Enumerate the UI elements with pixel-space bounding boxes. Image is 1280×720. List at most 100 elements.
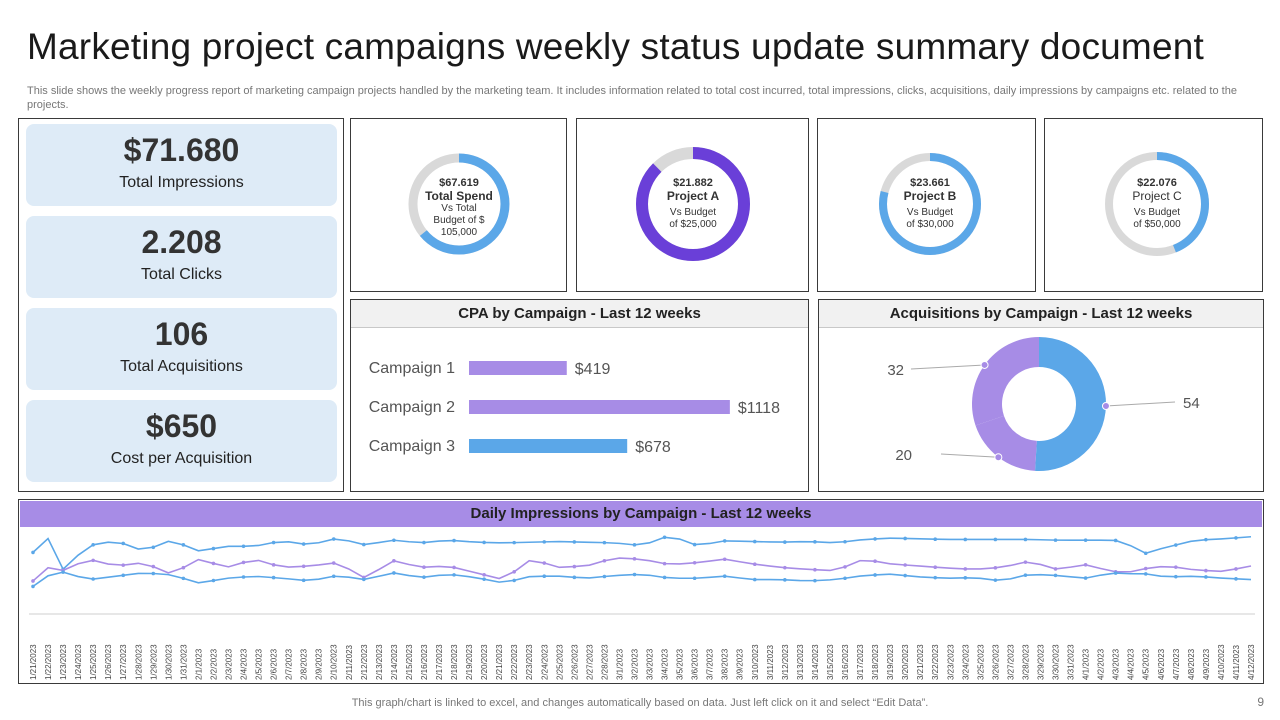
kpi-label: Total Impressions (119, 174, 244, 191)
donut-slice-2 (975, 415, 1037, 471)
line-point (362, 577, 366, 582)
line-point (211, 578, 216, 583)
x-tick-label: 3/23/2023 (946, 644, 955, 680)
x-tick-label: 2/11/2023 (345, 644, 354, 680)
x-tick-label: 2/15/2023 (405, 644, 414, 680)
footer-note: This graph/chart is linked to excel, and… (351, 697, 929, 709)
line-point (121, 573, 126, 578)
line-point (873, 559, 877, 563)
donut-leader-line (940, 453, 999, 458)
x-tick-label: 1/30/2023 (164, 644, 173, 680)
line-point (903, 536, 907, 541)
x-tick-label: 2/13/2023 (375, 644, 384, 680)
x-tick-label: 4/7/2023 (1172, 648, 1181, 680)
x-tick-label: 2/16/2023 (420, 644, 429, 680)
x-tick-label: 2/8/2023 (300, 648, 309, 680)
line-point (151, 564, 156, 569)
x-tick-label: 3/10/2023 (751, 644, 760, 680)
donut-leader-line (1105, 401, 1176, 407)
line-point (211, 561, 216, 566)
donut-line1: Vs Budget (906, 207, 954, 218)
donut-line3: 105,000 (440, 227, 478, 238)
line-series-2 (32, 557, 1252, 582)
x-tick-label: 2/27/2023 (585, 644, 594, 680)
line-point (662, 561, 667, 566)
kpi-label: Cost per Acquisition (110, 450, 253, 467)
x-tick-label: 4/6/2023 (1157, 648, 1166, 680)
donut-slice-1 (1035, 337, 1106, 471)
line-point (873, 537, 877, 541)
donut-line1: Vs Budget (1133, 207, 1181, 218)
line-point (482, 573, 486, 577)
kpi-card-acquisitions: 106 Total Acquisitions (26, 308, 337, 390)
x-tick-label: 3/14/2023 (811, 644, 820, 680)
x-tick-label: 2/20/2023 (480, 644, 489, 680)
x-tick-label: 3/20/2023 (901, 644, 910, 680)
donut-amount: $22.076 (1137, 177, 1177, 189)
line-point (211, 546, 216, 551)
x-tick-label: 3/1/2023 (615, 648, 624, 680)
donut-box-project-c: $22.076 Project C Vs Budget of $50,000 (1044, 118, 1263, 292)
donut-value-label: 20 (895, 447, 912, 464)
x-tick-label: 4/5/2023 (1142, 648, 1151, 680)
bar-1 (469, 361, 567, 375)
cpa-bar-chart: Campaign 1 $419 Campaign 2 $1118 Campaign 3 $… (369, 360, 780, 456)
x-tick-label: 2/19/2023 (465, 644, 474, 680)
line-point (933, 575, 938, 580)
donut-label: $22.076 Project C Vs Budget of $50,000 (1107, 177, 1207, 231)
donut-leader-dot (994, 453, 1003, 462)
donut-value-label: 32 (887, 362, 904, 379)
bar-3 (469, 439, 628, 453)
x-tick-label: 1/29/2023 (149, 644, 158, 680)
donut-name: Project B (903, 189, 957, 203)
line-point (241, 560, 246, 565)
line-point (331, 537, 336, 541)
kpi-value: 2.208 (141, 224, 222, 260)
x-tick-label: 3/17/2023 (856, 644, 865, 680)
line-point (1234, 536, 1238, 540)
cpa-chart-panel: CPA by Campaign - Last 12 weeks Campaign… (350, 299, 809, 492)
line-point (873, 573, 877, 577)
donut-progress-arc (408, 153, 510, 255)
donut-name: Project C (1132, 189, 1182, 203)
donut-project-c (1105, 152, 1209, 256)
x-tick-label: 4/9/2023 (1202, 648, 1211, 680)
page-title: Marketing project campaigns weekly statu… (27, 26, 1204, 67)
donut-leader-line (910, 364, 985, 370)
x-tick-label: 3/11/2023 (766, 644, 775, 680)
x-tick-label: 3/13/2023 (796, 644, 805, 680)
x-tick-label: 3/19/2023 (886, 644, 895, 680)
line-point (452, 573, 456, 577)
donut-amount: $67.619 (439, 177, 479, 189)
line-point (121, 541, 126, 546)
x-tick-label: 4/4/2023 (1127, 648, 1136, 680)
line-point (752, 539, 757, 544)
x-tick-label: 3/28/2023 (1021, 644, 1030, 680)
x-tick-label: 3/29/2023 (1036, 644, 1045, 680)
line-point (843, 565, 847, 569)
line-point (1174, 543, 1178, 547)
line-point (301, 578, 306, 583)
line-point (572, 575, 577, 580)
x-tick-label: 2/17/2023 (435, 644, 444, 680)
x-tick-label: 3/5/2023 (676, 648, 685, 680)
line-point (722, 557, 727, 562)
x-tick-label: 1/27/2023 (119, 644, 128, 680)
x-tick-label: 2/2/2023 (209, 648, 218, 680)
line-point (1083, 576, 1088, 580)
x-tick-label: 2/5/2023 (255, 648, 264, 680)
line-point (1023, 573, 1028, 577)
x-tick-label: 2/6/2023 (270, 648, 279, 680)
line-point (31, 584, 35, 589)
line-point (903, 563, 907, 567)
line-point (61, 570, 65, 574)
x-tick-label: 4/3/2023 (1112, 648, 1121, 680)
kpi-label: Total Acquisitions (120, 358, 243, 375)
line-point (151, 571, 156, 576)
cpa-chart-title: CPA by Campaign - Last 12 weeks (351, 300, 808, 328)
donut-progress-arc (636, 147, 750, 261)
donut-label: $21.882 Project A Vs Budget of $25,000 (643, 177, 743, 231)
line-point (602, 574, 607, 579)
x-tick-label: 2/26/2023 (570, 644, 579, 680)
x-tick-label: 3/3/2023 (646, 648, 655, 680)
